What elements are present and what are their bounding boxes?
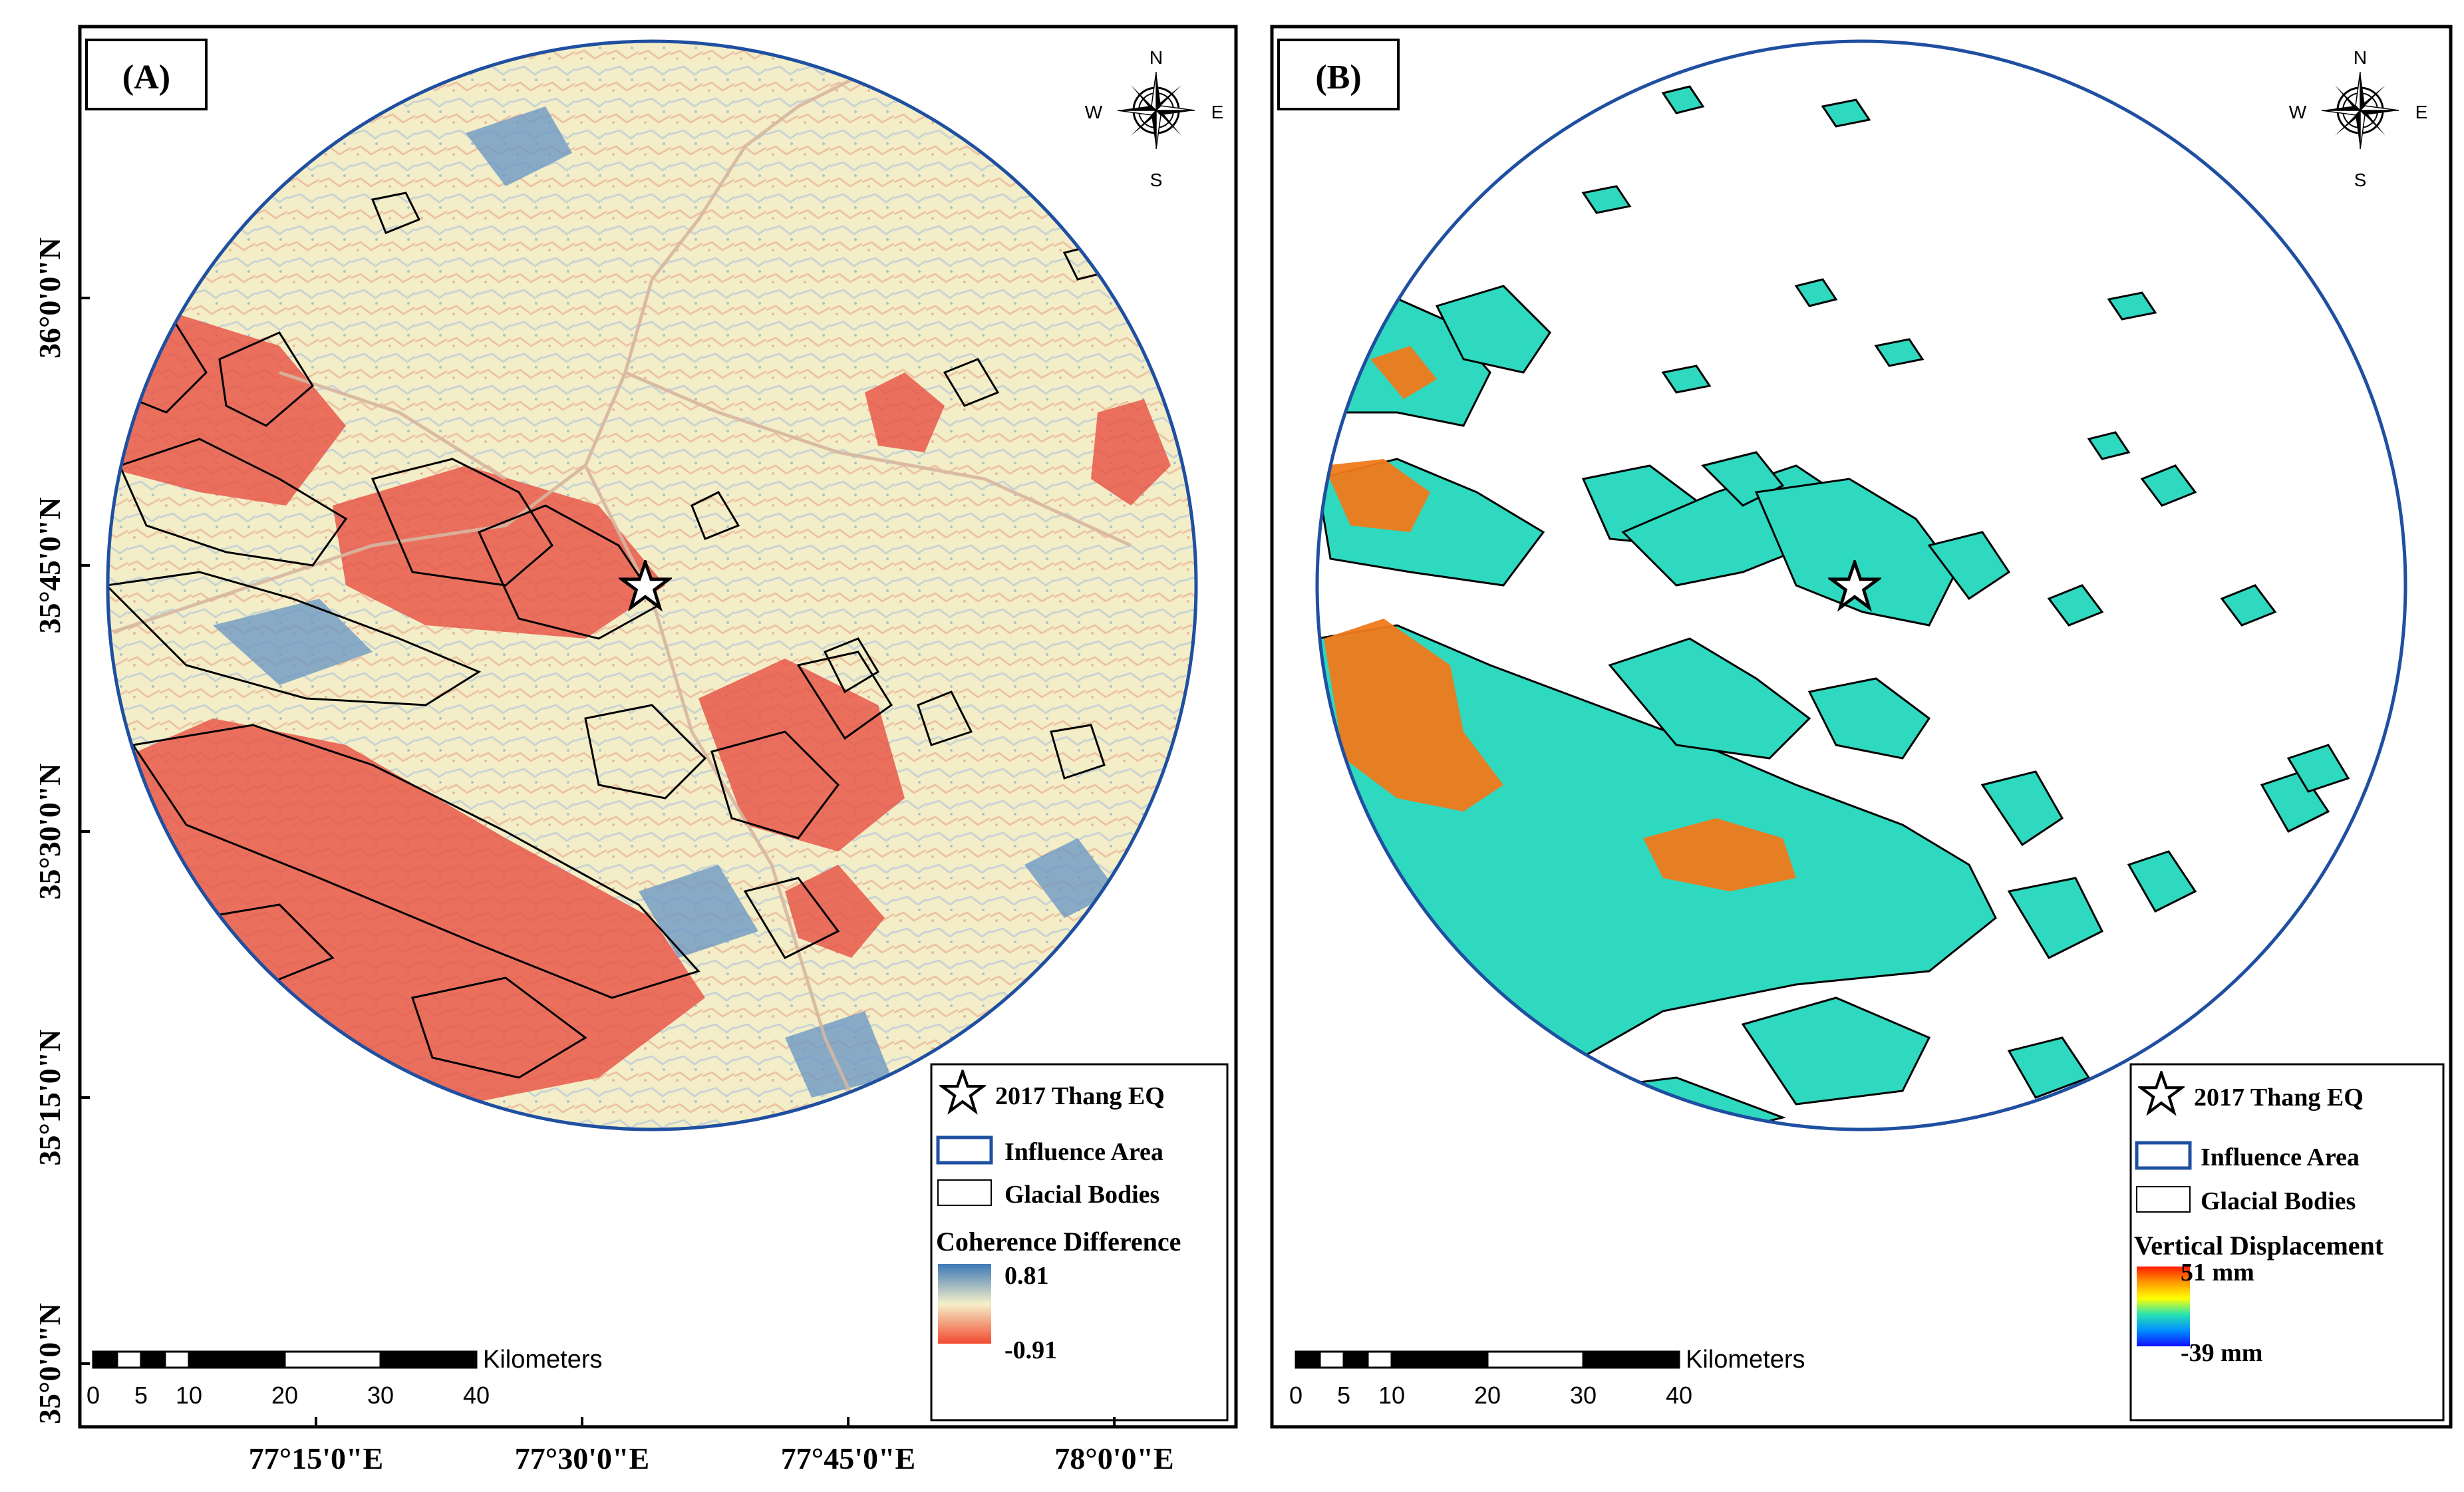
influence-area-circle: [106, 39, 1198, 1131]
legend-a: 2017 Thang EQ Influence Area Glacial Bod…: [930, 1063, 1229, 1421]
longitude-label: 77°15'0"E: [249, 1441, 383, 1475]
compass-b: N S E W: [2289, 47, 2428, 190]
legend-glacial-bodies: Glacial Bodies: [2201, 1187, 2356, 1215]
latitude-label: 35°30'0"N: [33, 764, 67, 900]
longitude-labels: 77°15'0"E 77°30'0"E 77°45'0"E 78°0'0"E: [249, 1417, 1174, 1475]
influence-area-circle: [1315, 39, 2407, 1131]
legend-influence-area: Influence Area: [1004, 1138, 1163, 1166]
legend-influence-swatch: [2135, 1141, 2192, 1170]
panel-a-label-box: [85, 39, 208, 110]
panel-b-label-box: [1277, 39, 1400, 110]
latitude-label: 36°0'0"N: [33, 237, 67, 359]
scalebar-a-bars: [92, 1350, 478, 1369]
legend-epicenter: 2017 Thang EQ: [2194, 1084, 2364, 1112]
compass-w: W: [2289, 102, 2307, 122]
latitude-label: 35°0'0"N: [33, 1303, 67, 1424]
coherence-gain-areas: [213, 106, 1118, 1098]
scalebar-unit: Kilometers: [483, 1346, 603, 1374]
compass-s: S: [1150, 170, 1163, 190]
legend-ramp: [2137, 1267, 2190, 1346]
longitude-label: 78°0'0"E: [1054, 1441, 1173, 1475]
legend-epicenter: 2017 Thang EQ: [995, 1082, 1165, 1110]
compass-n: N: [1150, 47, 1163, 68]
compass-a: N S E W: [1085, 47, 1224, 190]
legend-glacial-swatch: [2136, 1186, 2191, 1213]
latitude-labels: 36°0'0"N 35°45'0"N 35°30'0"N 35°15'0"N 3…: [33, 237, 90, 1424]
compass-e: E: [1211, 102, 1224, 122]
compass-e: E: [2415, 102, 2428, 122]
legend-ramp: [938, 1264, 991, 1344]
legend-glacial-bodies: Glacial Bodies: [1004, 1181, 1159, 1209]
legend-ramp-max: 0.81: [1004, 1262, 1049, 1290]
scalebar-tick: 5: [1337, 1382, 1350, 1409]
scalebar-tick: 0: [86, 1382, 100, 1409]
longitude-label: 77°45'0"E: [781, 1441, 915, 1475]
legend-ramp-min: -39 mm: [2181, 1339, 2262, 1367]
legend-influence-area: Influence Area: [2201, 1143, 2360, 1171]
legend-influence-swatch: [936, 1135, 993, 1165]
compass-n: N: [2354, 47, 2367, 68]
scalebar-tick: 40: [1666, 1382, 1692, 1409]
scalebar-tick: 0: [1289, 1382, 1303, 1409]
uplift-areas: [1324, 346, 1796, 891]
scalebar-tick: 20: [271, 1382, 298, 1409]
compass-s: S: [2354, 170, 2367, 190]
scalebar-tick: 30: [367, 1382, 394, 1409]
legend-ramp-min: -0.91: [1004, 1336, 1057, 1364]
panel-b-map: [1317, 41, 2405, 1129]
scalebar-tick: 40: [463, 1382, 490, 1409]
small-glacier-patches: [1581, 85, 2350, 793]
longitude-label: 77°30'0"E: [515, 1441, 649, 1475]
latitude-label: 35°15'0"N: [33, 1030, 67, 1166]
scalebar-b: Kilometers 0 5 10 20 30 40: [1289, 1346, 1805, 1409]
panel-a: (A) N S E W 2017 Thang EQ Influence Area…: [33, 25, 1238, 1475]
scalebar-tick: 10: [176, 1382, 202, 1409]
scalebar-unit: Kilometers: [1686, 1346, 1805, 1374]
scalebar-tick: 5: [134, 1382, 148, 1409]
legend-ramp-title: Vertical Displacement: [2134, 1231, 2384, 1261]
panel-a-label: (A): [122, 59, 170, 96]
legend-glacial-swatch: [937, 1179, 992, 1206]
panel-b: (B) N S E W 2017 Thang EQ Influence Area…: [1270, 25, 2453, 1429]
scalebar-tick: 30: [1570, 1382, 1597, 1409]
scalebar-tick: 20: [1474, 1382, 1501, 1409]
scalebar-a: Kilometers 0 5 10 20 30 40: [86, 1346, 603, 1409]
scalebar-tick: 10: [1378, 1382, 1405, 1409]
legend-b: 2017 Thang EQ Influence Area Glacial Bod…: [2129, 1063, 2445, 1421]
latitude-label: 35°45'0"N: [33, 498, 67, 634]
panel-b-label: (B): [1315, 59, 1361, 96]
legend-ramp-max: 51 mm: [2181, 1259, 2254, 1286]
panel-a-map: [108, 41, 1196, 1129]
scalebar-b-bars: [1295, 1350, 1680, 1369]
legend-ramp-title: Coherence Difference: [936, 1227, 1181, 1257]
compass-w: W: [1085, 102, 1103, 122]
